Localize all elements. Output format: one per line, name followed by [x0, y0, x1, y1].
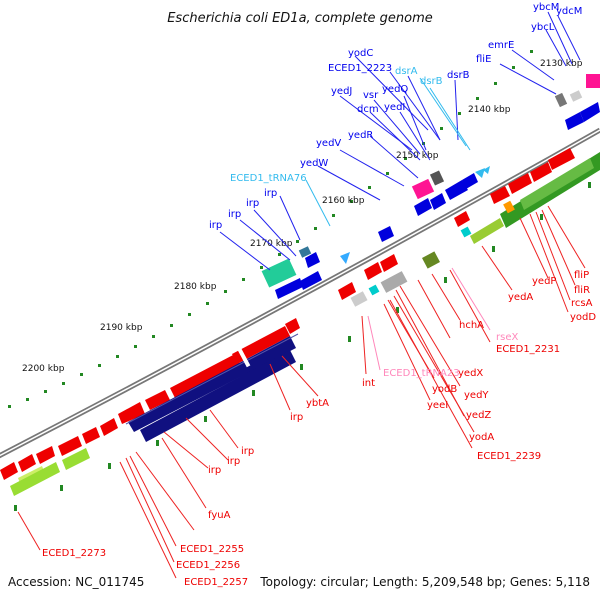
gene-label: ECED1_2223 [328, 63, 392, 74]
gene-label: ECED1_tRNA76 [230, 173, 307, 184]
gene-label: yedX [458, 368, 483, 379]
gene-label: irp [227, 456, 240, 467]
genome-summary: Topology: circular; Length: 5,209,548 bp… [259, 575, 590, 589]
gene-label: yedJ [331, 86, 352, 97]
gene-label: fliE [476, 54, 491, 65]
reverse-features [0, 148, 575, 480]
gene-label: irp [228, 209, 241, 220]
gene-label: hchA [459, 320, 484, 331]
gene-label: yedY [464, 390, 489, 401]
gene-label: ybcM [533, 2, 559, 13]
gene-label: yodC [348, 48, 373, 59]
inner-tick-arc [14, 182, 591, 511]
gene-label: ybtA [306, 398, 329, 409]
gene-label: ydcM [556, 6, 582, 17]
gene-label: yedR [348, 130, 373, 141]
map-title: Escherichia coli ED1a, complete genome [167, 11, 433, 26]
tick-label: 2190 kbp [100, 323, 143, 333]
inner-green-features [10, 152, 600, 496]
gene-label: rcsA [571, 298, 593, 309]
gene-label: ECED1_2255 [180, 544, 244, 555]
gene-label: irp [290, 412, 303, 423]
gene-label: vsr [363, 90, 379, 101]
accession-text: Accession: NC_011745 [8, 575, 144, 589]
gene-label: dsrB [447, 70, 470, 81]
gene-label: ybcL [531, 22, 555, 33]
inner-band [125, 333, 299, 442]
gene-label: fyuA [208, 510, 231, 521]
gene-label: irp [209, 220, 222, 231]
gene-label: ECED1_tRNA23 [383, 368, 460, 379]
tick-label: 2160 kbp [322, 196, 365, 206]
gene-label: ECED1_2273 [42, 548, 106, 559]
gene-label: irp [241, 446, 254, 457]
bottom-leaders [17, 205, 586, 579]
gene-label: ECED1_2256 [176, 560, 240, 571]
gene-label: fliP [574, 270, 589, 281]
gene-label: yodB [432, 384, 457, 395]
tick-label: 2140 kbp [468, 105, 511, 115]
gene-label: yedA [508, 292, 533, 303]
gene-label: ECED1_2239 [477, 451, 541, 462]
gene-label: fliR [574, 285, 590, 296]
gene-label: yodD [570, 312, 596, 323]
gene-label: emrE [488, 40, 514, 51]
gene-label: ECED1_2257 [184, 577, 248, 588]
tick-label: 2130 kbp [540, 59, 583, 69]
gene-label: dcm [357, 104, 379, 115]
gene-label: yedZ [466, 410, 491, 421]
gene-label: rseX [496, 332, 518, 343]
gene-label: yedI [384, 102, 405, 113]
gene-label: yedQ [382, 84, 408, 95]
gene-label: irp [264, 188, 277, 199]
tick-label: 2150 kbp [396, 151, 439, 161]
gene-label: yodA [469, 432, 494, 443]
gene-label: dsrA [395, 66, 418, 77]
gene-label: dsrB [420, 76, 443, 87]
top-leaders [219, 11, 581, 271]
gene-label: yeeI [427, 400, 448, 411]
tick-label: 2200 kbp [22, 364, 65, 374]
gene-label: ECED1_2231 [496, 344, 560, 355]
tick-label: 2180 kbp [174, 282, 217, 292]
gene-label: int [362, 378, 375, 389]
gene-label: yedV [316, 138, 341, 149]
gene-label: irp [208, 465, 221, 476]
forward-features [275, 102, 600, 299]
gene-label: yedP [532, 276, 556, 287]
tick-arc [8, 50, 533, 408]
tick-label: 2170 kbp [250, 239, 293, 249]
gene-label: irp [246, 198, 259, 209]
gene-label: yedW [300, 158, 328, 169]
